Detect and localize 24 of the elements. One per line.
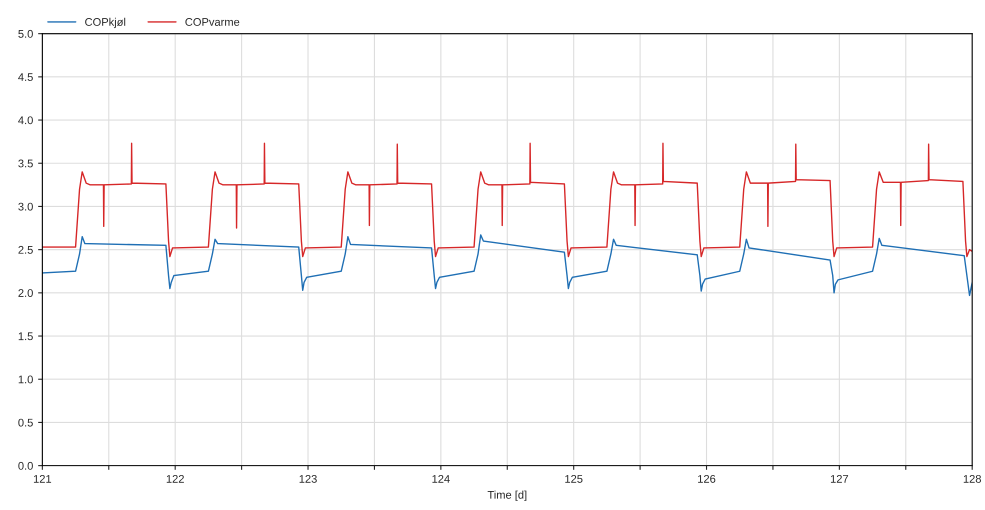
x-tick-label: 126 xyxy=(698,474,716,483)
y-tick-label: 1.5 xyxy=(18,332,33,340)
line-series xyxy=(42,234,972,296)
x-tick-label: 124 xyxy=(432,474,450,483)
y-tick-label: 4.5 xyxy=(18,73,33,81)
x-tick-label: 121 xyxy=(34,474,52,483)
line-series xyxy=(42,142,972,258)
y-tick-label: 0.0 xyxy=(18,462,33,470)
y-tick-label: 2.0 xyxy=(18,289,33,297)
x-axis-title: Time [d] xyxy=(488,490,526,501)
y-tick-label: 4.0 xyxy=(18,116,33,124)
x-tick-label: 125 xyxy=(565,474,582,483)
y-tick-label: 3.5 xyxy=(18,160,33,168)
legend-label: COPkjøl xyxy=(85,18,126,28)
y-tick-label: 1.0 xyxy=(18,376,33,384)
x-tick-label: 127 xyxy=(830,474,848,483)
x-tick-label: 128 xyxy=(964,474,981,483)
y-tick-label: 3.0 xyxy=(18,202,33,211)
y-tick-label: 2.5 xyxy=(18,246,33,254)
y-tick-label: 5.0 xyxy=(18,30,33,38)
x-tick-label: 123 xyxy=(300,474,317,483)
legend-label: COPvarme xyxy=(185,18,240,26)
y-tick-label: 0.5 xyxy=(18,418,33,427)
x-tick-label: 122 xyxy=(166,474,184,483)
